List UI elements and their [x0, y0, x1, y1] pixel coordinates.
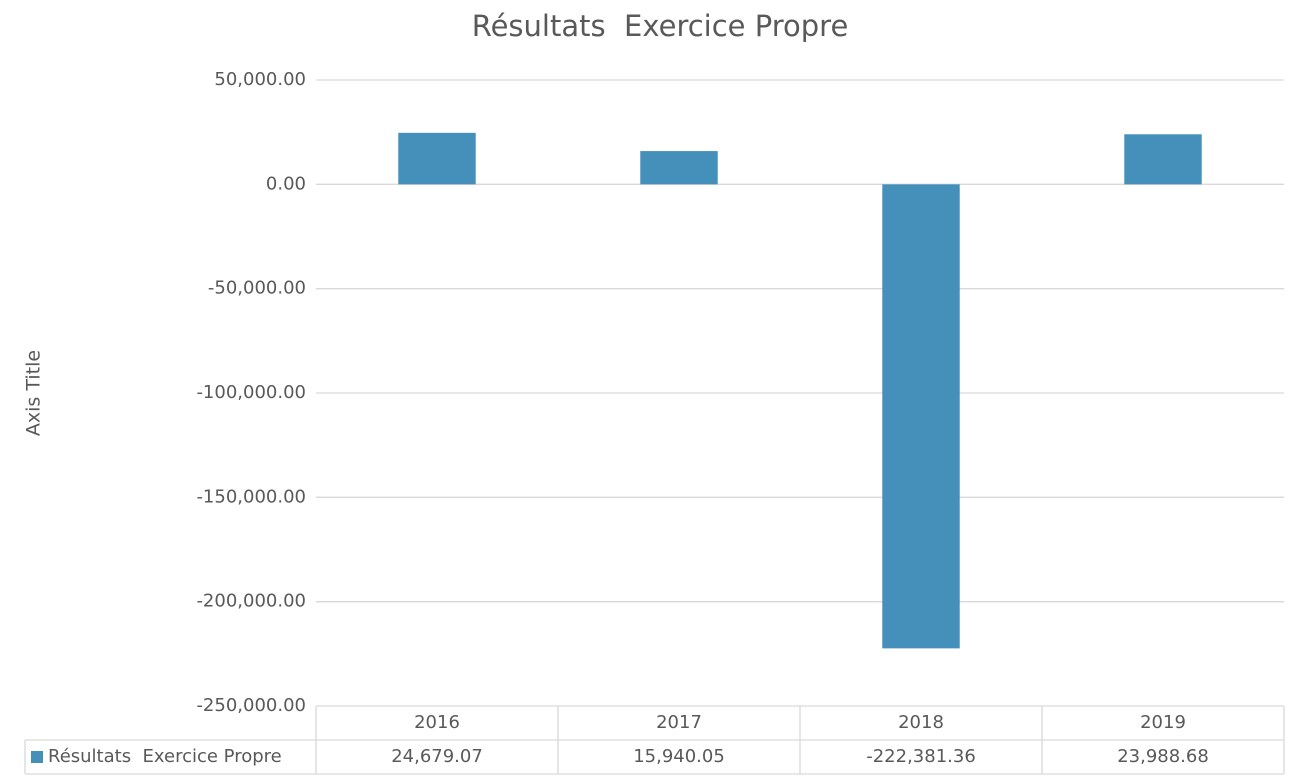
y-tick-label: -200,000.00 — [196, 591, 306, 612]
y-tick-label: 0.00 — [266, 173, 306, 194]
legend-label: Résultats Exercice Propre — [48, 746, 282, 767]
y-tick-label: -100,000.00 — [196, 382, 306, 403]
x-tick-label: 2017 — [656, 712, 702, 733]
y-axis-title: Axis Title — [23, 350, 45, 436]
y-tick-label: -250,000.00 — [196, 695, 306, 716]
x-tick-label: 2018 — [898, 712, 944, 733]
bar — [640, 151, 718, 185]
bar — [1124, 134, 1202, 185]
data-table-value: 24,679.07 — [391, 746, 483, 767]
y-tick-label: -150,000.00 — [196, 486, 306, 507]
y-tick-label: -50,000.00 — [208, 278, 306, 299]
bar — [882, 184, 960, 649]
data-table-value: 23,988.68 — [1117, 746, 1209, 767]
bar — [398, 132, 476, 185]
chart-title: Résultats Exercice Propre — [472, 9, 849, 43]
data-table-value: -222,381.36 — [866, 746, 976, 767]
x-tick-label: 2016 — [414, 712, 460, 733]
x-tick-label: 2019 — [1140, 712, 1186, 733]
legend-key — [31, 751, 43, 763]
data-table-value: 15,940.05 — [633, 746, 725, 767]
y-tick-label: 50,000.00 — [214, 69, 306, 90]
